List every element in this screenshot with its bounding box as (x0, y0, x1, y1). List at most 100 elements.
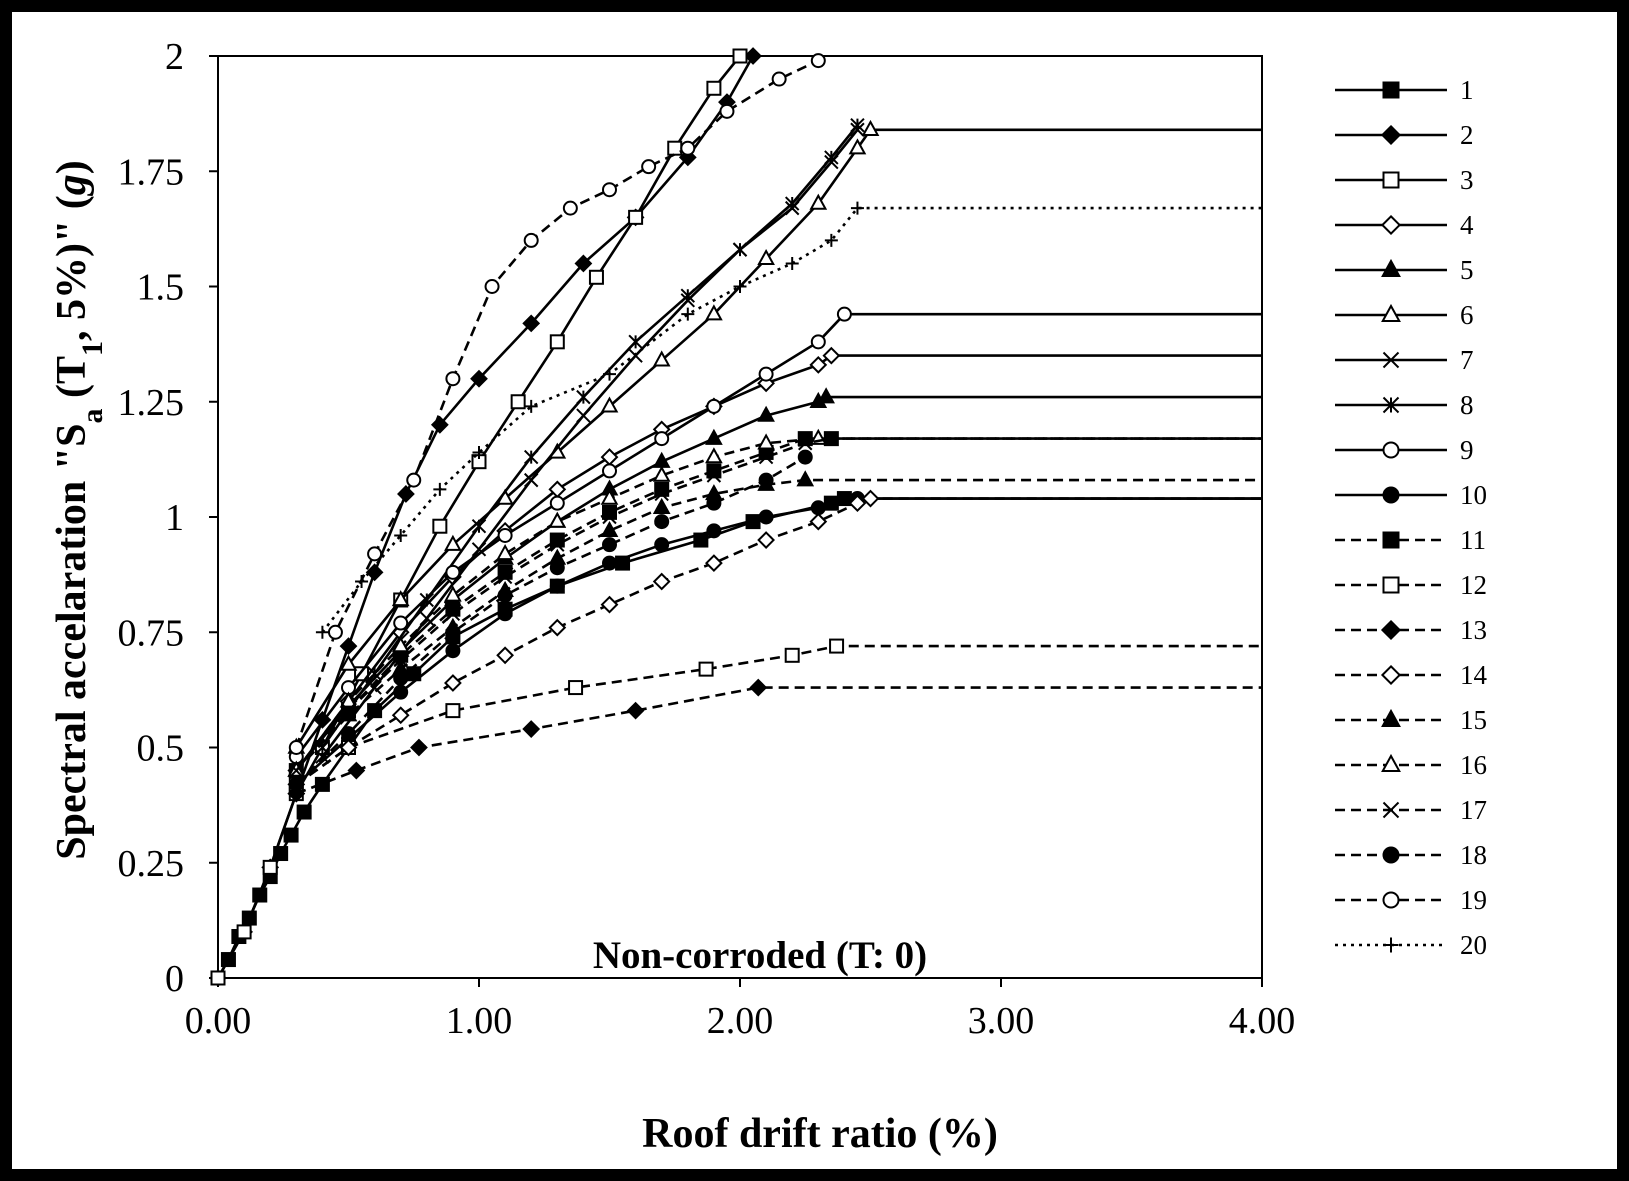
marker-circle (1382, 891, 1400, 909)
legend-label: 4 (1460, 210, 1474, 240)
marker-circle (288, 740, 304, 755)
marker-diamond (600, 595, 619, 614)
legend-item: 7 (1335, 345, 1474, 375)
marker-circle (393, 615, 409, 631)
marker-square (1382, 171, 1400, 189)
marker-circle (445, 564, 461, 580)
series-line (295, 497, 1262, 786)
marker-plus (681, 307, 695, 321)
marker-circle (1382, 486, 1400, 504)
marker-square (568, 680, 584, 696)
legend-label: 3 (1460, 165, 1474, 195)
marker-triangle (339, 654, 358, 671)
legend-label: 20 (1460, 930, 1487, 960)
series-line (321, 128, 859, 758)
marker-square (628, 209, 644, 225)
marker-diamond (861, 489, 880, 508)
legend-item: 10 (1335, 480, 1487, 510)
legend-label: 13 (1460, 615, 1487, 645)
series-line (295, 686, 1262, 795)
marker-diamond (1380, 214, 1402, 236)
legend-label: 7 (1460, 345, 1474, 375)
marker-triangle (861, 119, 880, 136)
marker-circle (758, 472, 774, 488)
marker-square (549, 334, 565, 350)
series-line (295, 59, 819, 748)
marker-diamond (339, 738, 358, 757)
legend-label: 18 (1460, 840, 1487, 870)
marker-square (588, 269, 604, 285)
marker-diamond (391, 706, 410, 725)
legend-item: 16 (1335, 750, 1487, 780)
marker-plus (824, 233, 838, 247)
marker-x (497, 569, 513, 585)
marker-circle (445, 643, 461, 659)
legend-item: 19 (1335, 885, 1487, 915)
marker-circle (654, 537, 670, 553)
marker-triangle (600, 520, 619, 538)
marker-circle (445, 371, 461, 387)
marker-triangle (652, 465, 671, 482)
legend-item: 13 (1335, 615, 1487, 645)
marker-asterisk (732, 242, 748, 257)
marker-plus (433, 482, 447, 496)
legend-item: 4 (1335, 210, 1474, 240)
marker-x (602, 509, 617, 525)
marker-diamond (410, 738, 428, 757)
marker-circle (654, 431, 670, 447)
legend-item: 1 (1335, 75, 1474, 105)
marker-asterisk (576, 389, 591, 405)
y-tick-label: 0.5 (137, 728, 185, 770)
marker-asterisk (628, 334, 643, 350)
marker-triangle (757, 405, 775, 422)
marker-square (1382, 576, 1400, 594)
marker-circle (680, 140, 696, 156)
legend-label: 19 (1460, 885, 1487, 915)
marker-square (262, 859, 278, 875)
legend-label: 15 (1460, 705, 1487, 735)
y-tick-label: 1 (165, 497, 184, 539)
marker-triangle (1381, 708, 1401, 727)
marker-circle (497, 606, 513, 622)
legend-label: 2 (1460, 120, 1474, 150)
marker-square (210, 970, 226, 986)
marker-circle (1382, 846, 1400, 864)
marker-x (1382, 351, 1400, 369)
marker-circle (602, 555, 617, 571)
marker-circle (602, 182, 617, 198)
marker-triangle (705, 304, 723, 321)
series-12 (288, 638, 1262, 792)
marker-circle (445, 624, 461, 640)
y-tick-label: 1.75 (118, 151, 185, 193)
legend-label: 8 (1460, 390, 1474, 420)
marker-triangle (652, 350, 671, 367)
plot-border (217, 55, 1263, 979)
marker-triangle (600, 396, 619, 413)
marker-diamond (809, 512, 828, 531)
marker-plus (315, 625, 329, 639)
marker-diamond (574, 254, 593, 273)
y-tick-label: 0.75 (118, 612, 185, 654)
legend-item: 5 (1335, 255, 1474, 285)
marker-circle (706, 523, 722, 539)
marker-triangle (848, 138, 867, 155)
marker-circle (523, 232, 539, 248)
legend-label: 1 (1460, 75, 1474, 105)
marker-circle (771, 71, 787, 87)
marker-triangle (391, 636, 410, 653)
marker-circle (810, 334, 826, 350)
marker-circle (549, 578, 565, 594)
marker-x (550, 537, 565, 552)
marker-plus (472, 445, 486, 459)
marker-circle (327, 624, 343, 640)
marker-diamond (522, 720, 541, 738)
marker-circle (562, 200, 578, 216)
marker-square (1382, 531, 1400, 549)
marker-plus (1383, 937, 1399, 953)
legend-item: 9 (1335, 435, 1474, 465)
marker-circle (602, 537, 617, 553)
marker-diamond (809, 355, 828, 374)
marker-triangle (1381, 753, 1401, 772)
x-axis-title: Roof drift ratio (%) (642, 1111, 998, 1157)
